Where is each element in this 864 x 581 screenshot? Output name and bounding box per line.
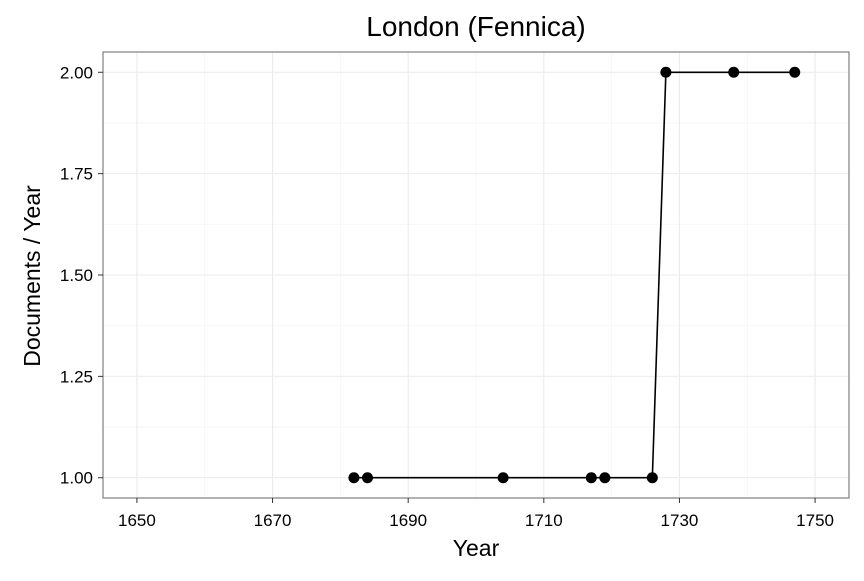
x-tick-label: 1670 — [254, 511, 292, 530]
y-tick-label: 1.50 — [60, 266, 93, 285]
x-tick-label: 1730 — [661, 511, 699, 530]
data-point — [599, 472, 611, 484]
y-tick-label: 2.00 — [60, 63, 93, 82]
x-tick-label: 1750 — [796, 511, 834, 530]
x-tick-label: 1650 — [118, 511, 156, 530]
data-point — [348, 472, 360, 484]
axes: 1650 1670 1690 1710 1730 1750 1.00 1.25 1.50 1.75… — [60, 63, 834, 530]
data-point — [660, 66, 672, 78]
y-axis-title: Documents / Year — [19, 185, 45, 367]
data-point — [646, 472, 658, 484]
data-point — [361, 472, 373, 484]
y-tick-label: 1.00 — [60, 469, 93, 488]
y-tick-label: 1.25 — [60, 367, 93, 386]
x-tick-label: 1690 — [389, 511, 427, 530]
data-point — [789, 66, 801, 78]
x-axis-title: Year — [453, 535, 500, 561]
y-tick-label: 1.75 — [60, 165, 93, 184]
x-tick-label: 1710 — [525, 511, 563, 530]
data-point — [497, 472, 509, 484]
series-layer — [348, 66, 801, 484]
data-point — [728, 66, 740, 78]
data-point — [585, 472, 597, 484]
chart-title: London (Fennica) — [366, 11, 585, 42]
